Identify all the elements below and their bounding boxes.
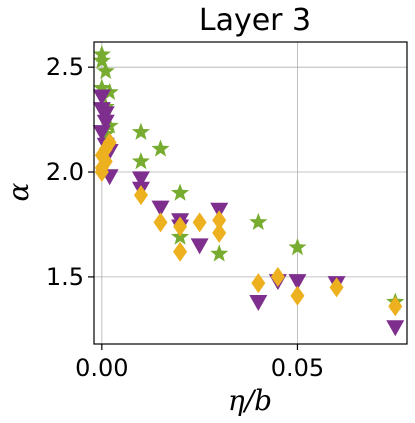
diamond-point xyxy=(251,273,266,294)
x-tick-label: 0.05 xyxy=(271,354,324,382)
star-point xyxy=(171,183,190,201)
diamond-point xyxy=(98,151,113,172)
diamond-point xyxy=(212,222,227,243)
chart-title: Layer 3 xyxy=(199,3,311,38)
triangle-down-point xyxy=(151,200,170,217)
diamond-point xyxy=(133,185,148,206)
triangle-down-point xyxy=(96,114,115,131)
triangle-down-point xyxy=(92,89,111,106)
axis-ticks: 0.00 0.05 1.5 2.0 2.5 xyxy=(46,53,324,382)
diamond-series xyxy=(94,132,403,317)
data-points xyxy=(92,45,405,337)
triangle-down-point xyxy=(92,125,111,142)
diamond-point xyxy=(329,277,344,298)
diamond-point xyxy=(173,241,188,262)
diamond-point xyxy=(192,212,207,233)
star-point xyxy=(249,212,268,230)
star-point xyxy=(131,152,150,170)
triangle-down-point xyxy=(190,238,209,255)
diamond-point xyxy=(290,285,305,306)
diamond-point xyxy=(102,132,117,153)
triangle-down-point xyxy=(288,274,307,291)
triangle-down-point xyxy=(249,295,268,312)
star-point xyxy=(210,244,229,262)
diamond-point xyxy=(388,296,403,317)
star-point xyxy=(92,51,111,69)
plot-frame xyxy=(93,41,408,345)
star-point xyxy=(96,61,115,79)
y-tick-label: 1.5 xyxy=(46,263,84,291)
star-point xyxy=(131,122,150,140)
diamond-point xyxy=(270,266,285,287)
star-point xyxy=(92,78,111,96)
x-axis-label: η/b xyxy=(228,384,272,417)
diamond-point xyxy=(212,210,227,231)
diamond-point xyxy=(173,216,188,237)
star-point xyxy=(151,139,170,157)
triangle-down-point xyxy=(386,320,405,337)
triangle-down-point xyxy=(96,106,115,123)
diamond-point xyxy=(153,212,168,233)
y-tick-label: 2.5 xyxy=(46,53,84,81)
x-tick-label: 0.00 xyxy=(75,354,128,382)
star-point xyxy=(100,116,119,134)
star-point xyxy=(288,238,307,256)
y-tick-label: 2.0 xyxy=(46,158,84,186)
y-axis-label: α xyxy=(2,182,35,201)
triangle-down-point xyxy=(131,171,150,188)
